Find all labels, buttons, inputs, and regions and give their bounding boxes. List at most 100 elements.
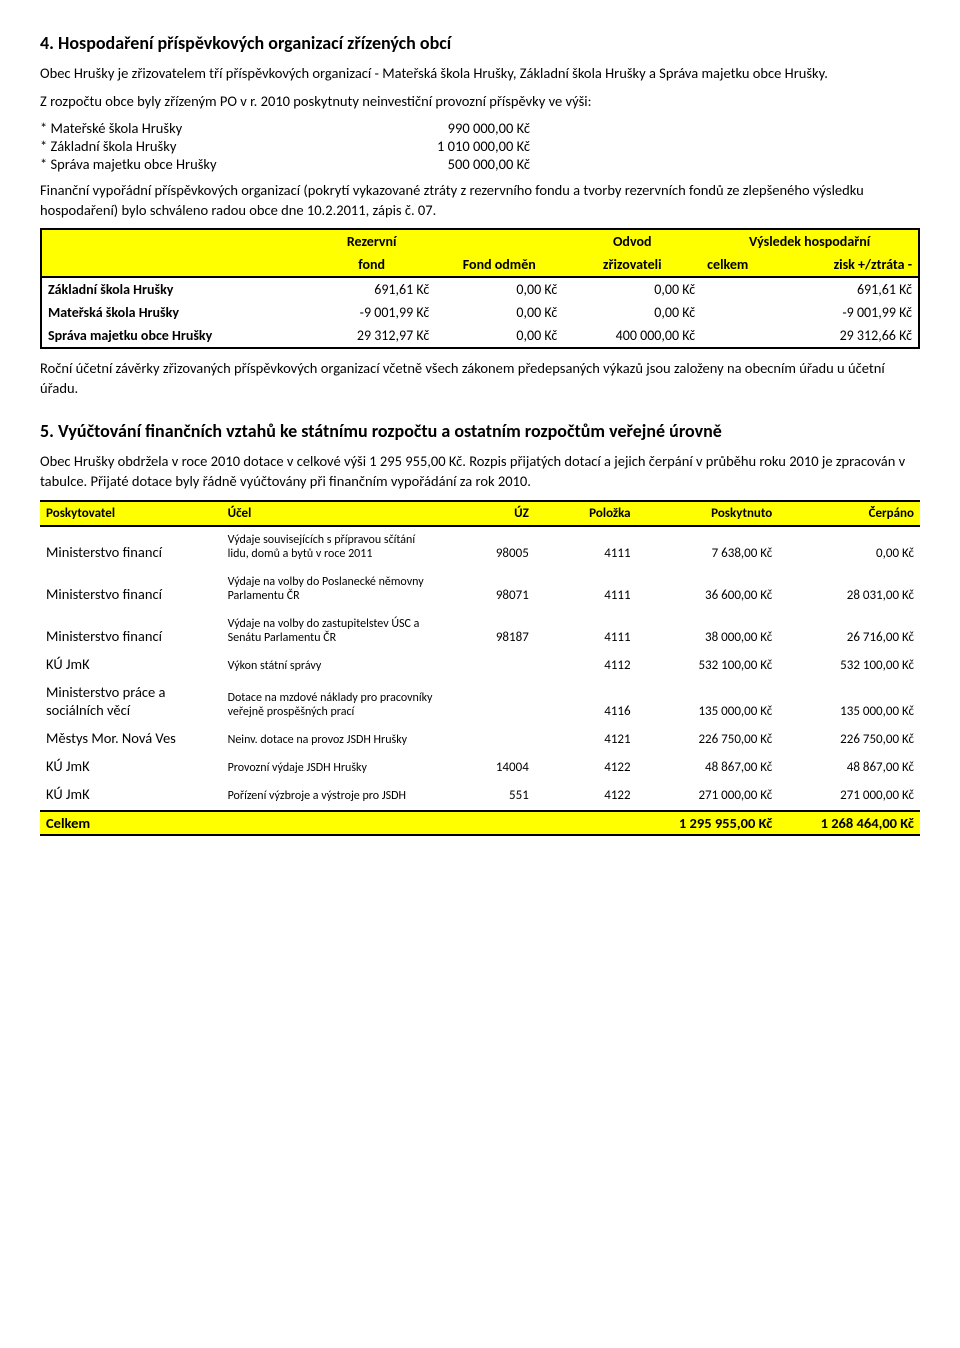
table-header	[41, 229, 308, 277]
cell: 0,00 Kč	[563, 301, 701, 324]
table-header: ÚZ	[443, 501, 535, 526]
cell: 29 312,66 Kč	[701, 324, 919, 348]
purpose-cell: Pořízení výzbroje a výstroje pro JSDH	[222, 783, 443, 805]
cerpano-cell: 0,00 Kč	[778, 526, 920, 563]
section5-p1: Obec Hrušky obdržela v roce 2010 dotace …	[40, 452, 920, 491]
section4-p2: Z rozpočtu obce byly zřízeným PO v r. 20…	[40, 92, 920, 112]
table-header: Výsledek hospodařní	[701, 229, 919, 253]
polozka-cell: 4116	[535, 681, 637, 721]
table-row: Ministerstvo financíVýdaje na volby do z…	[40, 611, 920, 647]
cell: 691,61 Kč	[308, 277, 435, 301]
uz-cell: 98005	[443, 526, 535, 563]
provider-cell: Ministerstvo financí	[40, 611, 222, 647]
purpose-cell: Provozní výdaje JSDH Hrušky	[222, 755, 443, 777]
table-row: Správa majetku obce Hrušky 29 312,97 Kč …	[41, 324, 919, 348]
provider-cell: Městys Mor. Nová Ves	[40, 727, 222, 749]
table-header: Poskytovatel	[40, 501, 222, 526]
uz-cell	[443, 727, 535, 749]
table-header: Odvod	[563, 229, 701, 253]
section5-heading: 5. Vyúčtování finančních vztahů ke státn…	[40, 420, 920, 442]
table-row: Základní škola Hrušky 691,61 Kč 0,00 Kč …	[41, 277, 919, 301]
poskytnuto-cell: 271 000,00 Kč	[637, 783, 779, 805]
poskytnuto-cell: 48 867,00 Kč	[637, 755, 779, 777]
table-header: fond	[308, 253, 435, 277]
list-item: * Mateřské škola Hrušky 990 000,00 Kč	[40, 119, 920, 137]
cell: 0,00 Kč	[435, 277, 563, 301]
cerpano-cell: 532 100,00 Kč	[778, 653, 920, 675]
total-label: Celkem	[40, 811, 222, 835]
table-header: Čerpáno	[778, 501, 920, 526]
purpose-cell: Výkon státní správy	[222, 653, 443, 675]
contribution-label: * Správa majetku obce Hrušky	[40, 155, 370, 173]
contribution-value: 990 000,00 Kč	[370, 119, 530, 137]
purpose-cell: Výdaje na volby do Poslanecké němovny Pa…	[222, 569, 443, 605]
provider-cell: Ministerstvo práce a sociálních věcí	[40, 681, 222, 721]
list-item: * Správa majetku obce Hrušky 500 000,00 …	[40, 155, 920, 173]
cell: 29 312,97 Kč	[308, 324, 435, 348]
table-header: Fond odměn	[435, 229, 563, 277]
table-row: KÚ JmKProvozní výdaje JSDH Hrušky1400441…	[40, 755, 920, 777]
contribution-value: 500 000,00 Kč	[370, 155, 530, 173]
purpose-cell: Dotace na mzdové náklady pro pracovníky …	[222, 681, 443, 721]
cerpano-cell: 135 000,00 Kč	[778, 681, 920, 721]
section4-p3: Finanční vypořádní příspěvkových organiz…	[40, 181, 920, 220]
poskytnuto-cell: 532 100,00 Kč	[637, 653, 779, 675]
table-row: Ministerstvo financíVýdaje souvisejících…	[40, 526, 920, 563]
section4-heading: 4. Hospodaření příspěvkových organizací …	[40, 32, 920, 54]
table-row: Ministerstvo financíVýdaje na volby do P…	[40, 569, 920, 605]
polozka-cell: 4111	[535, 611, 637, 647]
section4-p1: Obec Hrušky je zřizovatelem tří příspěvk…	[40, 64, 920, 84]
uz-cell	[443, 681, 535, 721]
polozka-cell: 4111	[535, 569, 637, 605]
cell: 0,00 Kč	[435, 324, 563, 348]
contributions-list: * Mateřské škola Hrušky 990 000,00 Kč * …	[40, 119, 920, 173]
polozka-cell: 4122	[535, 755, 637, 777]
cell: -9 001,99 Kč	[701, 301, 919, 324]
cerpano-cell: 226 750,00 Kč	[778, 727, 920, 749]
table-row: KÚ JmKPořízení výzbroje a výstroje pro J…	[40, 783, 920, 805]
list-item: * Základní škola Hrušky 1 010 000,00 Kč	[40, 137, 920, 155]
uz-cell: 14004	[443, 755, 535, 777]
cell: 0,00 Kč	[563, 277, 701, 301]
row-label: Správa majetku obce Hrušky	[41, 324, 308, 348]
section4-p4: Roční účetní závěrky zřizovaných příspěv…	[40, 359, 920, 398]
poskytnuto-cell: 226 750,00 Kč	[637, 727, 779, 749]
polozka-cell: 4122	[535, 783, 637, 805]
table-header: Účel	[222, 501, 443, 526]
purpose-cell: Výdaje na volby do zastupitelstev ÚSC a …	[222, 611, 443, 647]
uz-cell: 551	[443, 783, 535, 805]
purpose-cell: Neinv. dotace na provoz JSDH Hrušky	[222, 727, 443, 749]
table-header: zřizovateli	[563, 253, 701, 277]
table-row: Městys Mor. Nová VesNeinv. dotace na pro…	[40, 727, 920, 749]
table-header: Položka	[535, 501, 637, 526]
table-header: celkem	[701, 253, 781, 277]
contribution-label: * Mateřské škola Hrušky	[40, 119, 370, 137]
cell: 1 268 464,00 Kč	[778, 811, 920, 835]
contribution-value: 1 010 000,00 Kč	[370, 137, 530, 155]
table-row: KÚ JmKVýkon státní správy4112532 100,00 …	[40, 653, 920, 675]
poskytnuto-cell: 135 000,00 Kč	[637, 681, 779, 721]
polozka-cell: 4121	[535, 727, 637, 749]
provider-cell: KÚ JmK	[40, 755, 222, 777]
contribution-label: * Základní škola Hrušky	[40, 137, 370, 155]
provider-cell: Ministerstvo financí	[40, 526, 222, 563]
cerpano-cell: 26 716,00 Kč	[778, 611, 920, 647]
cell	[443, 811, 535, 835]
table-row: Mateřská škola Hrušky -9 001,99 Kč 0,00 …	[41, 301, 919, 324]
table-header: Poskytnuto	[637, 501, 779, 526]
cell: 1 295 955,00 Kč	[637, 811, 779, 835]
cell	[222, 811, 443, 835]
uz-cell: 98071	[443, 569, 535, 605]
poskytnuto-cell: 36 600,00 Kč	[637, 569, 779, 605]
row-label: Základní škola Hrušky	[41, 277, 308, 301]
uz-cell	[443, 653, 535, 675]
cerpano-cell: 271 000,00 Kč	[778, 783, 920, 805]
poskytnuto-cell: 7 638,00 Kč	[637, 526, 779, 563]
uz-cell: 98187	[443, 611, 535, 647]
provider-cell: KÚ JmK	[40, 653, 222, 675]
row-label: Mateřská škola Hrušky	[41, 301, 308, 324]
purpose-cell: Výdaje souvisejících s přípravou sčítání…	[222, 526, 443, 563]
table-header: zisk +/ztráta -	[781, 253, 919, 277]
cell: 691,61 Kč	[701, 277, 919, 301]
cell	[535, 811, 637, 835]
